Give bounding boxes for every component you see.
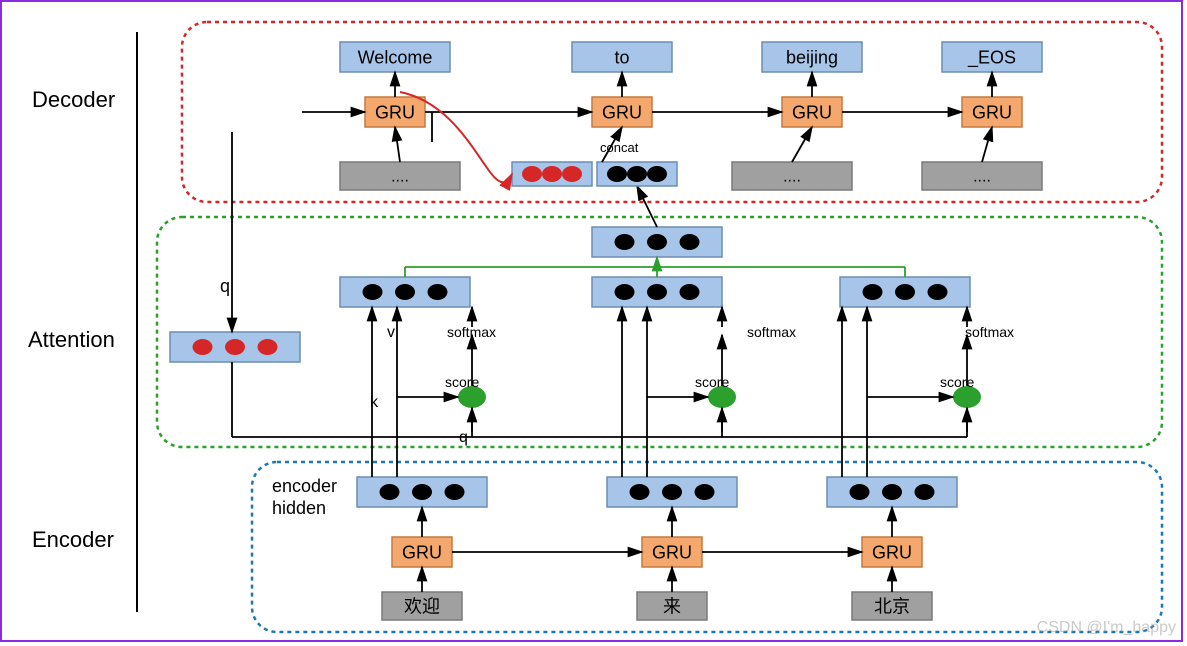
diagram-frame: Decoder Attention Encoder encoderhidden 欢迎 来 北…	[0, 0, 1183, 642]
score-label-1: score	[695, 374, 729, 390]
decoder-input-1-label: ....	[783, 169, 801, 186]
encoder-hidden-0-dot	[445, 484, 465, 500]
decoder-output-1-label: to	[614, 47, 629, 67]
encoder-hidden-2-dot	[915, 484, 935, 500]
decoder-output-3-label: _EOS	[967, 47, 1016, 68]
q-label: q	[220, 276, 230, 296]
concat-right-dot	[607, 166, 627, 182]
weighted-0-dot	[395, 284, 415, 300]
decoder-output-2-label: beijing	[786, 47, 838, 67]
q-vector-dot	[258, 339, 278, 355]
concat-right-dot	[647, 166, 667, 182]
weighted-2-dot	[895, 284, 915, 300]
decoder-gru-3-label: GRU	[972, 102, 1012, 122]
encoder-hidden-label2: hidden	[272, 498, 326, 518]
concat-right-dot	[627, 166, 647, 182]
weighted-0-dot	[428, 284, 448, 300]
concat-left-dot	[562, 166, 582, 182]
weighted-2-dot	[928, 284, 948, 300]
context-vector-dot	[615, 234, 635, 250]
encoder-label: Encoder	[32, 527, 114, 552]
context-vector-dot	[647, 234, 667, 250]
concat-label: concat	[600, 140, 639, 155]
arrow	[982, 127, 992, 162]
decoder-label: Decoder	[32, 87, 115, 112]
encoder-input-0-label: 欢迎	[404, 596, 440, 616]
encoder-gru-0-label: GRU	[402, 542, 442, 562]
diagram-svg: Decoder Attention Encoder encoderhidden 欢迎 来 北…	[2, 2, 1185, 644]
attention-label: Attention	[28, 327, 115, 352]
arrow	[395, 127, 400, 162]
encoder-gru-1-label: GRU	[652, 542, 692, 562]
q-vector-dot	[193, 339, 213, 355]
encoder-gru-2-label: GRU	[872, 542, 912, 562]
watermark: CSDN @I'm_happy	[1037, 619, 1176, 637]
decoder-gru-1-label: GRU	[602, 102, 642, 122]
encoder-hidden-0-dot	[412, 484, 432, 500]
softmax-label-2: softmax	[965, 324, 1014, 340]
encoder-hidden-0-dot	[380, 484, 400, 500]
encoder-input-1-label: 来	[663, 596, 681, 616]
encoder-hidden-1-dot	[630, 484, 650, 500]
score-label-2: score	[940, 374, 974, 390]
encoder-hidden-1-dot	[695, 484, 715, 500]
weighted-2-dot	[863, 284, 883, 300]
weighted-0-dot	[363, 284, 383, 300]
decoder-gru-2-label: GRU	[792, 102, 832, 122]
decoder-gru-0-label: GRU	[375, 102, 415, 122]
decoder-output-0-label: Welcome	[358, 47, 433, 67]
encoder-input-2-label: 北京	[874, 596, 910, 616]
arrow	[792, 127, 812, 162]
weighted-1-dot	[680, 284, 700, 300]
weighted-1-dot	[647, 284, 667, 300]
encoder-hidden-label: encoder	[272, 476, 337, 496]
q-vector-dot	[225, 339, 245, 355]
decoder-input-2-label: ....	[973, 169, 991, 186]
decoder-input-0-label: ....	[391, 169, 409, 186]
arrow	[637, 186, 657, 227]
concat-left-dot	[522, 166, 542, 182]
score-label-0: score	[445, 374, 479, 390]
weighted-1-dot	[615, 284, 635, 300]
encoder-hidden-1-dot	[662, 484, 682, 500]
encoder-hidden-2-dot	[850, 484, 870, 500]
encoder-hidden-2-dot	[882, 484, 902, 500]
context-vector-dot	[680, 234, 700, 250]
softmax-label-1: softmax	[747, 324, 796, 340]
v-label: v	[387, 324, 395, 341]
concat-left-dot	[542, 166, 562, 182]
